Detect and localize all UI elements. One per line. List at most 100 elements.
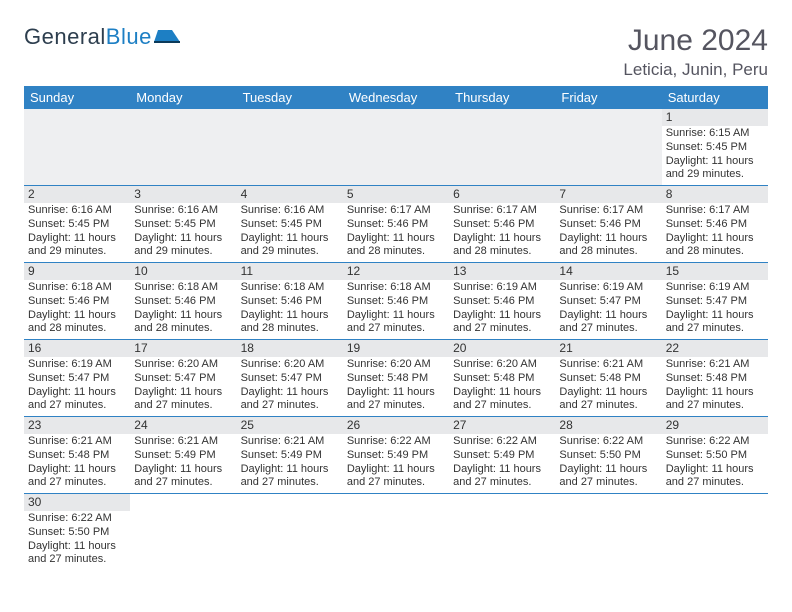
- daylight-line: Daylight: 11 hours and 27 minutes.: [453, 386, 551, 414]
- sunrise-line: Sunrise: 6:19 AM: [453, 281, 551, 295]
- sunrise-line: Sunrise: 6:19 AM: [666, 281, 764, 295]
- calendar-cell: [24, 109, 130, 186]
- day-number: 2: [24, 186, 130, 203]
- calendar-cell: [237, 494, 343, 571]
- daylight-line: Daylight: 11 hours and 29 minutes.: [134, 232, 232, 260]
- calendar-cell: 15Sunrise: 6:19 AMSunset: 5:47 PMDayligh…: [662, 263, 768, 340]
- calendar-cell: [237, 109, 343, 186]
- day-number: 23: [24, 417, 130, 434]
- day-number: 11: [237, 263, 343, 280]
- daylight-line: Daylight: 11 hours and 29 minutes.: [666, 155, 764, 183]
- logo-flag-icon: [154, 28, 180, 46]
- weekday-header: Saturday: [662, 86, 768, 109]
- sunrise-line: Sunrise: 6:18 AM: [28, 281, 126, 295]
- day-number: 28: [555, 417, 661, 434]
- day-number: 21: [555, 340, 661, 357]
- sunrise-line: Sunrise: 6:22 AM: [453, 435, 551, 449]
- day-number: 14: [555, 263, 661, 280]
- calendar-cell: 6Sunrise: 6:17 AMSunset: 5:46 PMDaylight…: [449, 186, 555, 263]
- daylight-line: Daylight: 11 hours and 28 minutes.: [559, 232, 657, 260]
- daylight-line: Daylight: 11 hours and 27 minutes.: [28, 540, 126, 568]
- sunset-line: Sunset: 5:45 PM: [28, 218, 126, 232]
- sunset-line: Sunset: 5:46 PM: [28, 295, 126, 309]
- sunrise-line: Sunrise: 6:22 AM: [666, 435, 764, 449]
- sunrise-line: Sunrise: 6:21 AM: [241, 435, 339, 449]
- calendar-cell: 26Sunrise: 6:22 AMSunset: 5:49 PMDayligh…: [343, 417, 449, 494]
- sunrise-line: Sunrise: 6:16 AM: [134, 204, 232, 218]
- day-number: 24: [130, 417, 236, 434]
- daylight-line: Daylight: 11 hours and 28 minutes.: [28, 309, 126, 337]
- calendar-cell: 20Sunrise: 6:20 AMSunset: 5:48 PMDayligh…: [449, 340, 555, 417]
- calendar-cell: 16Sunrise: 6:19 AMSunset: 5:47 PMDayligh…: [24, 340, 130, 417]
- sunset-line: Sunset: 5:48 PM: [666, 372, 764, 386]
- day-number: 9: [24, 263, 130, 280]
- daylight-line: Daylight: 11 hours and 28 minutes.: [666, 232, 764, 260]
- sunrise-line: Sunrise: 6:19 AM: [28, 358, 126, 372]
- daylight-line: Daylight: 11 hours and 27 minutes.: [559, 309, 657, 337]
- sunrise-line: Sunrise: 6:18 AM: [241, 281, 339, 295]
- sunrise-line: Sunrise: 6:21 AM: [666, 358, 764, 372]
- sunrise-line: Sunrise: 6:22 AM: [28, 512, 126, 526]
- page-header: GeneralBlue June 2024 Leticia, Junin, Pe…: [24, 24, 768, 80]
- calendar-cell: [130, 494, 236, 571]
- calendar-cell: 19Sunrise: 6:20 AMSunset: 5:48 PMDayligh…: [343, 340, 449, 417]
- calendar-cell: 22Sunrise: 6:21 AMSunset: 5:48 PMDayligh…: [662, 340, 768, 417]
- calendar-cell: 12Sunrise: 6:18 AMSunset: 5:46 PMDayligh…: [343, 263, 449, 340]
- daylight-line: Daylight: 11 hours and 27 minutes.: [559, 386, 657, 414]
- calendar-cell: 24Sunrise: 6:21 AMSunset: 5:49 PMDayligh…: [130, 417, 236, 494]
- weekday-header: Sunday: [24, 86, 130, 109]
- sunset-line: Sunset: 5:46 PM: [241, 295, 339, 309]
- calendar-cell: [449, 109, 555, 186]
- sunset-line: Sunset: 5:48 PM: [347, 372, 445, 386]
- calendar-cell: 13Sunrise: 6:19 AMSunset: 5:46 PMDayligh…: [449, 263, 555, 340]
- calendar-cell: [449, 494, 555, 571]
- sunset-line: Sunset: 5:50 PM: [28, 526, 126, 540]
- daylight-line: Daylight: 11 hours and 28 minutes.: [241, 309, 339, 337]
- day-number: 18: [237, 340, 343, 357]
- sunset-line: Sunset: 5:48 PM: [28, 449, 126, 463]
- calendar-cell: 30Sunrise: 6:22 AMSunset: 5:50 PMDayligh…: [24, 494, 130, 571]
- calendar-body: 1Sunrise: 6:15 AMSunset: 5:45 PMDaylight…: [24, 109, 768, 570]
- day-number: 26: [343, 417, 449, 434]
- calendar-cell: [343, 109, 449, 186]
- day-number: 10: [130, 263, 236, 280]
- day-number: 4: [237, 186, 343, 203]
- daylight-line: Daylight: 11 hours and 29 minutes.: [241, 232, 339, 260]
- calendar-cell: 23Sunrise: 6:21 AMSunset: 5:48 PMDayligh…: [24, 417, 130, 494]
- calendar-week-row: 30Sunrise: 6:22 AMSunset: 5:50 PMDayligh…: [24, 494, 768, 571]
- sunset-line: Sunset: 5:47 PM: [134, 372, 232, 386]
- sunset-line: Sunset: 5:48 PM: [453, 372, 551, 386]
- sunrise-line: Sunrise: 6:17 AM: [453, 204, 551, 218]
- daylight-line: Daylight: 11 hours and 27 minutes.: [241, 386, 339, 414]
- daylight-line: Daylight: 11 hours and 27 minutes.: [134, 463, 232, 491]
- daylight-line: Daylight: 11 hours and 27 minutes.: [666, 309, 764, 337]
- calendar-cell: 8Sunrise: 6:17 AMSunset: 5:46 PMDaylight…: [662, 186, 768, 263]
- daylight-line: Daylight: 11 hours and 27 minutes.: [241, 463, 339, 491]
- sunrise-line: Sunrise: 6:20 AM: [453, 358, 551, 372]
- sunset-line: Sunset: 5:48 PM: [559, 372, 657, 386]
- daylight-line: Daylight: 11 hours and 27 minutes.: [347, 309, 445, 337]
- calendar-cell: 5Sunrise: 6:17 AMSunset: 5:46 PMDaylight…: [343, 186, 449, 263]
- weekday-header: Monday: [130, 86, 236, 109]
- sunrise-line: Sunrise: 6:18 AM: [134, 281, 232, 295]
- title-block: June 2024 Leticia, Junin, Peru: [623, 24, 768, 80]
- calendar-cell: [130, 109, 236, 186]
- sunset-line: Sunset: 5:46 PM: [347, 218, 445, 232]
- weekday-header: Wednesday: [343, 86, 449, 109]
- weekday-header: Tuesday: [237, 86, 343, 109]
- daylight-line: Daylight: 11 hours and 28 minutes.: [453, 232, 551, 260]
- calendar-week-row: 1Sunrise: 6:15 AMSunset: 5:45 PMDaylight…: [24, 109, 768, 186]
- weekday-header: Thursday: [449, 86, 555, 109]
- brand-logo: GeneralBlue: [24, 24, 180, 50]
- sunset-line: Sunset: 5:46 PM: [453, 295, 551, 309]
- calendar-cell: [343, 494, 449, 571]
- calendar-cell: 28Sunrise: 6:22 AMSunset: 5:50 PMDayligh…: [555, 417, 661, 494]
- calendar-cell: [662, 494, 768, 571]
- weekday-header-row: Sunday Monday Tuesday Wednesday Thursday…: [24, 86, 768, 109]
- day-number: 20: [449, 340, 555, 357]
- sunset-line: Sunset: 5:46 PM: [559, 218, 657, 232]
- day-number: 27: [449, 417, 555, 434]
- sunrise-line: Sunrise: 6:17 AM: [666, 204, 764, 218]
- daylight-line: Daylight: 11 hours and 28 minutes.: [134, 309, 232, 337]
- sunset-line: Sunset: 5:47 PM: [241, 372, 339, 386]
